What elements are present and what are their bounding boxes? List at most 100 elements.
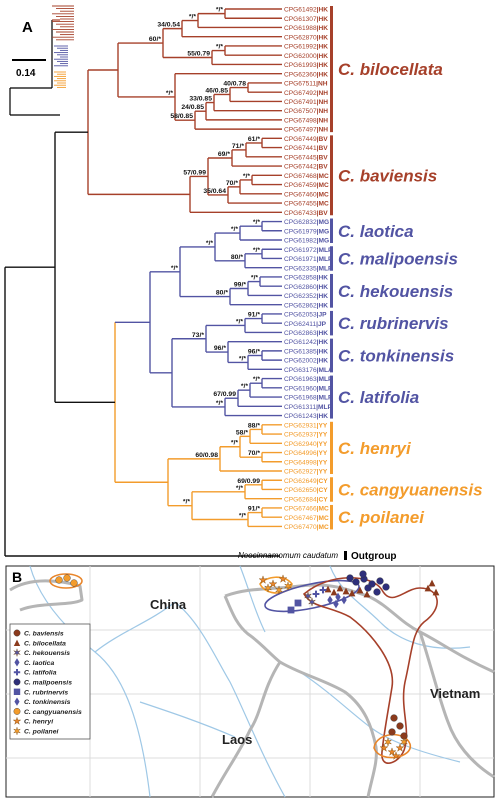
tip-label: CPG67468|MC [284,173,329,180]
tip-label: CPG67507|NH [284,108,328,115]
support-label: */* [239,355,247,362]
tip-label: CPG62335|MLP [284,265,333,272]
tip-label: CPG62858|HK [284,275,328,282]
scale-bar: 0.14 [12,59,46,79]
legend-item: C. latifolia [13,669,57,677]
clade-bar [330,218,333,243]
tip-label: CPG67511|NH [284,81,328,88]
support-label: 80/* [231,254,243,261]
inset-overview-tree [9,5,74,116]
tip-label: CPG61307|HK [284,16,328,23]
outgroup-bar [344,551,347,560]
clade-bar [330,135,333,216]
clade-label: C. latifolia [338,388,419,407]
clade-label: C. baviensis [338,166,437,185]
support-label: 69/0.99 [237,478,260,485]
support-label: */* [251,275,259,282]
tip-label: CPG62352|HK [284,293,328,300]
support-label: */* [253,376,261,383]
support-label: 73/* [192,332,204,339]
tip-label: CPG62411|JP [284,321,327,328]
support-label: */* [236,485,244,492]
distribution-map-panel: China Laos Vietnam C. baviensis C. biloce… [5,565,495,798]
tip-label: CPG61311|MLP [284,404,333,411]
legend-item: C. rubrinervis [13,688,68,696]
tip-label: CPG67449|BV [284,136,328,143]
support-label: 88/* [248,422,260,429]
country-china: China [150,597,187,612]
svg-text:C. malipoensis: C. malipoensis [24,680,72,687]
support-label: 55/0.79 [187,51,210,58]
legend-item: C. poilanei [13,726,58,736]
tip-label: CPG61968|MLP [284,395,333,402]
svg-text:C. baviensis: C. baviensis [24,631,64,638]
tip-label: CPG61492|HK [284,7,328,14]
tip-label: CPG67497|NH [284,127,328,134]
panel-b-label: B [12,569,22,585]
clade-bar [330,246,333,271]
support-label: 70/* [248,450,260,457]
clade-bars: C. bilocellata C. baviensis C. laotica C. m… [330,6,483,530]
clade-label: C. poilanei [338,508,425,527]
clade-label: C. laotica [338,222,414,241]
distribution-outlines [49,573,438,764]
support-label: */* [253,247,261,254]
support-label: 91/* [248,312,260,319]
clade-label: C. rubrinervis [338,314,449,333]
country-laos: Laos [222,732,252,747]
map-markers [55,570,440,760]
svg-text:C. hekouensis: C. hekouensis [24,650,70,657]
svg-text:C. cangyuanensis: C. cangyuanensis [24,709,82,716]
tip-label: CPG67442|BV [284,164,328,171]
svg-text:C. latifolia: C. latifolia [24,670,57,677]
svg-text:C. tonkinensis: C. tonkinensis [24,699,71,706]
tip-label: CPG62000|HK [284,53,328,60]
tip-label: CPG61242|HK [284,339,328,346]
scale-label: 0.14 [16,68,36,79]
support-label: */* [216,400,224,407]
tip-labels: CPG61492|HK CPG61307|HK CPG61988|HK CPG6287… [284,7,333,531]
tip-label: CPG62940|YY [284,441,328,448]
tip-label: CPG67491|NH [284,99,328,106]
tip-label: CPG62002|HK [284,358,328,365]
clade-bar [330,6,333,133]
tip-label: CPG61385|HK [284,348,328,355]
clade-bar [330,310,333,336]
support-label: 67/0.99 [213,391,236,398]
support-label: 91/* [248,506,260,513]
clade-label: C. tonkinensis [338,347,454,366]
support-label: */* [171,265,179,272]
legend-item: C. hekouensis [13,648,70,658]
tip-label: CPG62832|MG [284,219,329,226]
outgroup-label: Outgroup [351,551,397,562]
support-label: 57/0.99 [183,169,206,176]
tip-label: CPG67433|BV [284,210,328,217]
tip-label: CPG62360|HK [284,71,328,78]
support-label: 46/0.85 [205,87,228,94]
support-label: 35/0.64 [203,188,226,195]
tip-label: CPG67470|MC [284,524,329,531]
support-label: */* [241,383,249,390]
tip-label: CPG62931|YY [284,422,328,429]
country-vietnam: Vietnam [430,686,480,701]
tip-label: CPG61960|MLP [284,385,333,392]
support-label: 61/* [248,136,260,143]
support-label: */* [243,173,251,180]
clade-label: C. cangyuanensis [338,480,483,499]
support-label: 24/0.85 [181,104,204,111]
tip-label: CPG62937|YY [284,432,328,439]
support-label: 96/* [248,349,260,356]
tip-label: CPG67466|MC [284,506,329,513]
support-label: 58/* [236,429,248,436]
svg-text:C. henryi: C. henryi [24,719,53,726]
tip-label: CPG61963|MLP [284,376,333,383]
support-label: */* [216,7,224,14]
legend-item: C. malipoensis [13,678,72,687]
support-label: */* [231,440,239,447]
panel-a-label: A [22,19,33,36]
clade-label: C. henryi [338,439,412,458]
tip-label: CPG62860|HK [284,284,328,291]
tip-label: CPG67498|NH [284,117,328,124]
tip-label: CPG61972|MLP [284,247,333,254]
support-label: 58/0.85 [170,113,193,120]
